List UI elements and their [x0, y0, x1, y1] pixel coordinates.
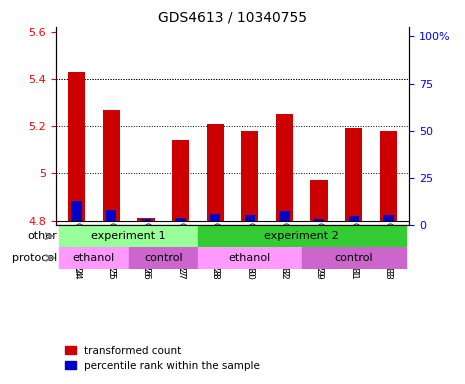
Text: GSM847027: GSM847027	[176, 222, 185, 276]
Text: GSM847027: GSM847027	[176, 225, 185, 280]
Text: GSM847033: GSM847033	[384, 225, 393, 280]
Bar	[345, 129, 362, 221]
Bar	[175, 218, 186, 221]
Bar	[172, 140, 189, 221]
Bar	[68, 72, 85, 221]
Text: GSM847029: GSM847029	[315, 222, 324, 276]
Title: GDS4613 / 10340755: GDS4613 / 10340755	[158, 10, 307, 24]
Text: experiment 1: experiment 1	[91, 231, 166, 241]
Text: GSM847030: GSM847030	[246, 225, 254, 280]
Bar	[141, 219, 151, 221]
Bar	[59, 247, 128, 269]
Bar	[198, 225, 406, 247]
Text: GSM847029: GSM847029	[315, 225, 324, 280]
Bar	[276, 114, 293, 221]
Bar	[103, 109, 120, 221]
Text: GSM847032: GSM847032	[280, 222, 289, 276]
Bar	[198, 247, 302, 269]
Bar	[128, 247, 198, 269]
Bar	[245, 215, 255, 221]
Legend: transformed count, percentile rank within the sample: transformed count, percentile rank withi…	[61, 341, 264, 375]
Text: GSM847025: GSM847025	[107, 225, 116, 280]
Bar	[302, 247, 406, 269]
Bar	[279, 211, 290, 221]
Text: control: control	[334, 253, 373, 263]
Bar	[349, 216, 359, 221]
Text: GSM847028: GSM847028	[211, 222, 219, 276]
Bar	[380, 131, 397, 221]
Bar	[210, 214, 220, 221]
Text: ethanol: ethanol	[229, 253, 271, 263]
Text: GSM847026: GSM847026	[141, 222, 150, 276]
Text: experiment 2: experiment 2	[265, 231, 339, 241]
Text: GSM847024: GSM847024	[72, 222, 81, 276]
Text: GSM847031: GSM847031	[349, 225, 358, 280]
Bar	[137, 218, 154, 221]
Text: GSM847032: GSM847032	[280, 225, 289, 280]
Text: GSM847031: GSM847031	[349, 222, 358, 277]
Bar	[383, 215, 393, 221]
Bar	[72, 200, 82, 221]
Text: GSM847033: GSM847033	[384, 222, 393, 277]
Text: GSM847024: GSM847024	[72, 225, 81, 280]
Bar	[59, 225, 198, 247]
Text: control: control	[144, 253, 183, 263]
Bar	[311, 180, 328, 221]
Text: ethanol: ethanol	[73, 253, 115, 263]
Text: GSM847026: GSM847026	[141, 225, 150, 280]
Bar	[241, 131, 259, 221]
Text: GSM847028: GSM847028	[211, 225, 219, 280]
Text: protocol: protocol	[12, 253, 58, 263]
Text: other: other	[28, 231, 58, 241]
Bar	[206, 124, 224, 221]
Bar	[314, 219, 324, 221]
Text: GSM847030: GSM847030	[246, 222, 254, 277]
Text: GSM847025: GSM847025	[107, 222, 116, 276]
Bar	[106, 210, 116, 221]
